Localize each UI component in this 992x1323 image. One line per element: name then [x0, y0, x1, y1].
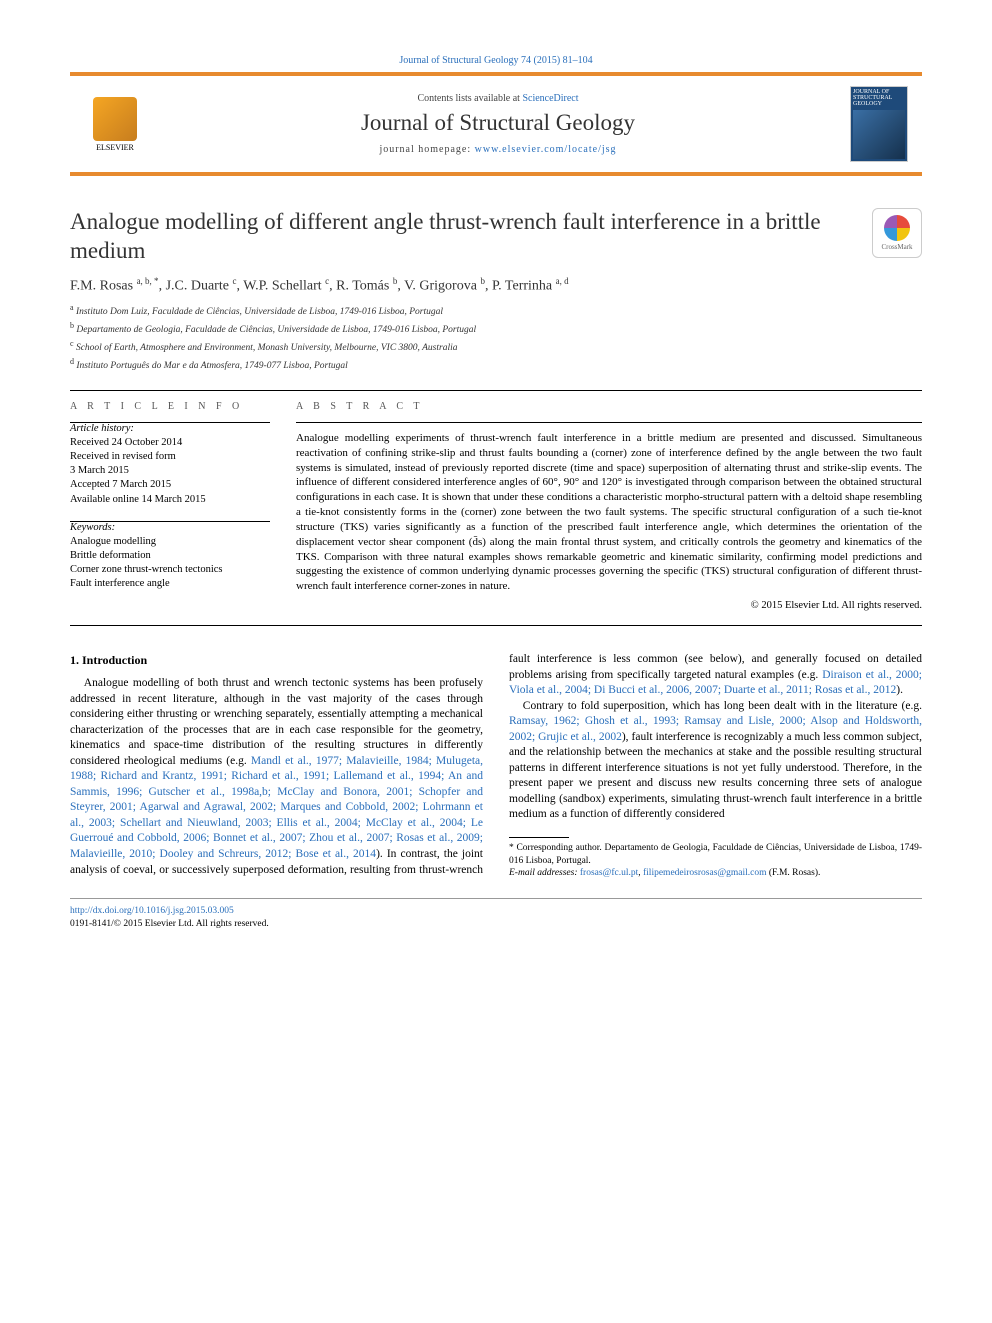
- divider-top: [70, 390, 922, 391]
- crossmark-badge[interactable]: CrossMark: [872, 208, 922, 258]
- issn-line: 0191-8141/© 2015 Elsevier Ltd. All right…: [70, 919, 269, 929]
- header-middle: Contents lists available at ScienceDirec…: [160, 93, 836, 155]
- article-info-label: A R T I C L E I N F O: [70, 401, 270, 412]
- info-abstract-row: A R T I C L E I N F O Article history: R…: [70, 401, 922, 611]
- footer-bar: http://dx.doi.org/10.1016/j.jsg.2015.03.…: [70, 898, 922, 931]
- abstract-label: A B S T R A C T: [296, 401, 922, 412]
- email-label: E-mail addresses:: [509, 868, 580, 878]
- email-link-1[interactable]: frosas@fc.ul.pt: [580, 868, 638, 878]
- homepage-link[interactable]: www.elsevier.com/locate/jsg: [475, 144, 617, 155]
- abstract-col: A B S T R A C T Analogue modelling exper…: [296, 401, 922, 611]
- divider-bottom: [70, 625, 922, 626]
- email-line: E-mail addresses: frosas@fc.ul.pt, filip…: [509, 867, 922, 880]
- intro-paragraph-2: Contrary to fold superposition, which ha…: [509, 699, 922, 823]
- p1-pre: Analogue modelling of both thrust and wr…: [70, 677, 483, 767]
- abstract-divider: [296, 422, 922, 423]
- page-root: Journal of Structural Geology 74 (2015) …: [0, 0, 992, 971]
- abstract-text: Analogue modelling experiments of thrust…: [296, 431, 922, 594]
- affiliations: a Instituto Dom Luiz, Faculdade de Ciênc…: [70, 302, 922, 374]
- citation-link[interactable]: Journal of Structural Geology 74 (2015) …: [399, 55, 592, 66]
- p1-post: ).: [896, 684, 903, 696]
- journal-title: Journal of Structural Geology: [160, 110, 836, 136]
- email-link-2[interactable]: filipemedeirosrosas@gmail.com: [643, 868, 767, 878]
- homepage-prefix: journal homepage:: [379, 144, 474, 155]
- email-post: (F.M. Rosas).: [767, 868, 821, 878]
- sciencedirect-link[interactable]: ScienceDirect: [522, 93, 578, 104]
- keywords-body: Analogue modellingBrittle deformationCor…: [70, 535, 270, 592]
- top-citation: Journal of Structural Geology 74 (2015) …: [70, 55, 922, 66]
- cover-thumbnail: JOURNAL OF STRUCTURAL GEOLOGY: [850, 86, 908, 162]
- title-block: Analogue modelling of different angle th…: [70, 208, 922, 266]
- footnote-rule: [509, 837, 569, 838]
- doi-link[interactable]: http://dx.doi.org/10.1016/j.jsg.2015.03.…: [70, 906, 234, 916]
- authors-line: F.M. Rosas a, b, *, J.C. Duarte c, W.P. …: [70, 276, 922, 295]
- journal-header: ELSEVIER Contents lists available at Sci…: [70, 72, 922, 176]
- crossmark-icon: [884, 215, 910, 241]
- cover-image-icon: [853, 110, 905, 159]
- crossmark-label: CrossMark: [881, 243, 912, 251]
- p2-post: ), fault interference is recognizably a …: [509, 731, 922, 821]
- elsevier-logo: ELSEVIER: [84, 88, 146, 160]
- publisher-label: ELSEVIER: [96, 143, 134, 152]
- contents-line: Contents lists available at ScienceDirec…: [160, 93, 836, 104]
- cover-title: JOURNAL OF STRUCTURAL GEOLOGY: [853, 89, 905, 110]
- intro-heading: 1. Introduction: [70, 652, 483, 668]
- footnote-block: * Corresponding author. Departamento de …: [509, 837, 922, 880]
- copyright-line: © 2015 Elsevier Ltd. All rights reserved…: [296, 600, 922, 611]
- body-columns: 1. Introduction Analogue modelling of bo…: [70, 652, 922, 880]
- paper-title: Analogue modelling of different angle th…: [70, 208, 852, 266]
- homepage-line: journal homepage: www.elsevier.com/locat…: [160, 144, 836, 155]
- keywords-head: Keywords:: [70, 522, 270, 533]
- history-head: Article history:: [70, 423, 270, 434]
- p2-pre: Contrary to fold superposition, which ha…: [523, 700, 922, 712]
- history-body: Received 24 October 2014Received in revi…: [70, 436, 270, 507]
- contents-prefix: Contents lists available at: [417, 93, 522, 104]
- corresponding-author: * Corresponding author. Departamento de …: [509, 842, 922, 868]
- elsevier-tree-icon: [93, 97, 137, 141]
- article-info-col: A R T I C L E I N F O Article history: R…: [70, 401, 270, 611]
